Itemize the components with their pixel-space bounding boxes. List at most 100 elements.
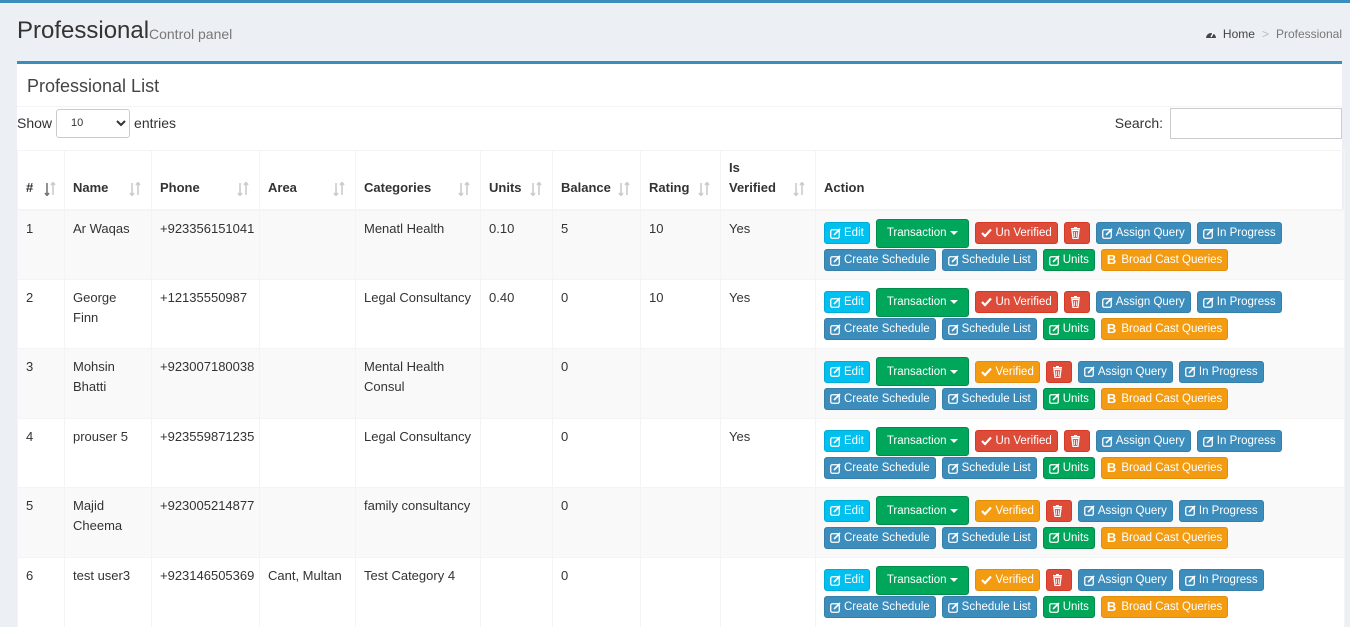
edit-icon <box>1083 575 1095 586</box>
delete-button[interactable] <box>1063 291 1090 314</box>
page-title: Professional <box>17 17 150 44</box>
edit-icon <box>1048 602 1060 613</box>
cell-area: Cant, Multan <box>259 556 356 627</box>
assign-query-button[interactable]: Assign Query <box>1077 360 1173 383</box>
transaction-dropdown-button[interactable]: Transaction <box>875 426 970 456</box>
broadcast-queries-button[interactable]: B Broad Cast Queries <box>1100 318 1229 341</box>
broadcast-queries-button[interactable]: B Broad Cast Queries <box>1100 526 1229 549</box>
column-header-categories[interactable]: Categories <box>355 150 481 211</box>
edit-button[interactable]: Edit <box>824 222 870 244</box>
cell-name: Majid Cheema <box>64 487 152 558</box>
units-button[interactable]: Units <box>1042 596 1095 619</box>
edit-icon <box>947 393 959 405</box>
delete-button[interactable] <box>1045 569 1072 592</box>
column-header-is-verified[interactable]: Is Verified <box>720 150 816 211</box>
in-progress-button[interactable]: In Progress <box>1178 569 1264 592</box>
create-schedule-button[interactable]: Create Schedule <box>824 318 936 341</box>
schedule-list-button[interactable]: Schedule List <box>941 526 1037 549</box>
column-header-area[interactable]: Area <box>259 150 356 211</box>
schedule-list-button[interactable]: Schedule List <box>941 249 1037 271</box>
column-header-name[interactable]: Name <box>64 150 152 211</box>
units-button[interactable]: Units <box>1042 249 1095 271</box>
transaction-dropdown-button[interactable]: Transaction <box>875 357 970 387</box>
verified-button[interactable]: Verified <box>975 569 1040 592</box>
column-header-units[interactable]: Units <box>480 150 553 211</box>
assign-query-button[interactable]: Assign Query <box>1077 569 1173 592</box>
column-header-label: Units <box>489 179 522 195</box>
column-header-rating[interactable]: Rating <box>640 150 721 211</box>
un-verified-button[interactable]: Un Verified <box>975 430 1058 453</box>
schedule-list-button[interactable]: Schedule List <box>941 596 1037 619</box>
column-header-balance[interactable]: Balance <box>552 150 641 211</box>
create-schedule-button[interactable]: Create Schedule <box>824 457 936 480</box>
edit-button[interactable]: Edit <box>824 360 870 383</box>
create-schedule-button[interactable]: Create Schedule <box>824 249 936 271</box>
delete-button[interactable] <box>1045 499 1072 522</box>
professional-list-box: Professional List Show 10 entries Search… <box>17 61 1345 627</box>
edit-icon <box>1048 254 1060 266</box>
transaction-dropdown-button[interactable]: Transaction <box>875 218 970 248</box>
assign-query-button[interactable]: Assign Query <box>1077 499 1173 522</box>
breadcrumb-home-link[interactable]: Home <box>1222 27 1255 41</box>
edit-button[interactable]: Edit <box>824 569 870 592</box>
cell-units <box>480 348 553 419</box>
edit-button[interactable]: Edit <box>824 430 870 453</box>
search-input[interactable] <box>1170 107 1342 139</box>
column-header-phone[interactable]: Phone <box>151 150 260 211</box>
in-progress-button[interactable]: In Progress <box>1196 222 1282 244</box>
units-button[interactable]: Units <box>1042 457 1095 480</box>
entries-select[interactable]: 10 <box>56 108 131 138</box>
units-button[interactable]: Units <box>1042 387 1095 410</box>
transaction-label: Transaction <box>886 435 947 448</box>
create-schedule-button[interactable]: Create Schedule <box>824 387 936 410</box>
in-progress-button[interactable]: In Progress <box>1178 499 1264 522</box>
transaction-dropdown-button[interactable]: Transaction <box>875 287 970 317</box>
verified-button[interactable]: Verified <box>975 360 1040 383</box>
assign-query-button[interactable]: Assign Query <box>1095 291 1191 314</box>
cell-category: Legal Consultancy <box>355 417 481 489</box>
broadcast-queries-button-label: Broad Cast Queries <box>1121 254 1223 266</box>
cell-phone: +923559871235 <box>151 417 260 489</box>
transaction-dropdown-button[interactable]: Transaction <box>875 496 970 526</box>
table-row: 3 Mohsin Bhatti +923007180038 Mental Health… <box>17 348 1345 419</box>
units-button[interactable]: Units <box>1042 526 1095 549</box>
un-verified-button[interactable]: Un Verified <box>975 222 1058 244</box>
cell-index: 5 <box>17 487 65 558</box>
delete-button[interactable] <box>1063 222 1090 244</box>
cell-area <box>259 209 356 280</box>
delete-button[interactable] <box>1063 430 1090 453</box>
cell-units <box>480 417 553 489</box>
schedule-list-button[interactable]: Schedule List <box>941 457 1037 480</box>
in-progress-button[interactable]: In Progress <box>1196 430 1282 453</box>
delete-button[interactable] <box>1045 360 1072 383</box>
create-schedule-button[interactable]: Create Schedule <box>824 596 936 619</box>
edit-icon <box>947 532 959 544</box>
cell-area <box>259 278 356 350</box>
edit-button-label: Edit <box>844 504 864 517</box>
broadcast-queries-button[interactable]: B Broad Cast Queries <box>1100 249 1229 271</box>
transaction-dropdown-button[interactable]: Transaction <box>875 565 970 595</box>
cell-verified <box>720 487 816 558</box>
edit-button[interactable]: Edit <box>824 291 870 314</box>
column-header-label: Action <box>824 179 865 195</box>
verified-button[interactable]: Verified <box>975 499 1040 522</box>
sort-icon <box>618 181 630 196</box>
sort-icon <box>530 181 542 196</box>
schedule-list-button[interactable]: Schedule List <box>941 318 1037 341</box>
assign-query-button[interactable]: Assign Query <box>1095 430 1191 453</box>
cell-rating: 10 <box>640 278 721 350</box>
broadcast-queries-button[interactable]: B Broad Cast Queries <box>1100 387 1229 410</box>
in-progress-button[interactable]: In Progress <box>1196 291 1282 314</box>
schedule-list-button[interactable]: Schedule List <box>941 387 1037 410</box>
broadcast-queries-button[interactable]: B Broad Cast Queries <box>1100 457 1229 480</box>
create-schedule-button[interactable]: Create Schedule <box>824 526 936 549</box>
broadcast-queries-button[interactable]: B Broad Cast Queries <box>1100 596 1229 619</box>
assign-query-button[interactable]: Assign Query <box>1095 222 1191 244</box>
cell-verified <box>720 556 816 627</box>
units-button[interactable]: Units <box>1042 318 1095 341</box>
in-progress-button[interactable]: In Progress <box>1178 360 1264 383</box>
un-verified-button[interactable]: Un Verified <box>975 291 1058 314</box>
in-progress-button-label: In Progress <box>1216 296 1276 309</box>
column-header-index[interactable]: # <box>17 150 65 211</box>
edit-button[interactable]: Edit <box>824 499 870 522</box>
